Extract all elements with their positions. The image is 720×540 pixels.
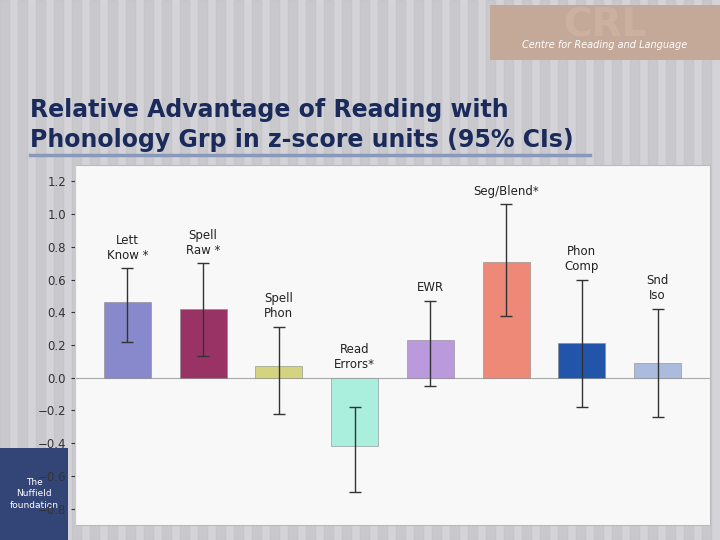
Bar (256, 366, 302, 377)
Bar (612, 0, 621, 540)
Bar (396, 0, 405, 540)
Bar (144, 0, 153, 540)
Bar (331, 377, 378, 447)
Bar (270, 0, 279, 540)
Bar (432, 0, 441, 540)
Bar (75, 165, 710, 525)
Bar (54, 0, 63, 540)
Text: Relative Advantage of Reading with: Relative Advantage of Reading with (30, 98, 508, 122)
Text: The
Nuffield
foundation: The Nuffield foundation (9, 478, 58, 510)
Bar (180, 0, 189, 540)
Bar (162, 0, 171, 540)
Bar (558, 0, 567, 540)
Bar (450, 0, 459, 540)
Bar (522, 0, 531, 540)
Bar (36, 0, 45, 540)
Bar (179, 309, 227, 377)
Text: Spell
Raw *: Spell Raw * (186, 228, 220, 256)
Bar (18, 0, 27, 540)
Bar (360, 0, 369, 540)
Bar (414, 0, 423, 540)
Bar (108, 0, 117, 540)
Bar (594, 0, 603, 540)
Text: Lett
Know *: Lett Know * (107, 233, 148, 261)
Bar (0, 0, 9, 540)
Text: Spell
Phon: Spell Phon (264, 293, 294, 320)
Bar (234, 0, 243, 540)
Bar (216, 0, 225, 540)
Bar (342, 0, 351, 540)
Text: Read
Errors*: Read Errors* (334, 343, 375, 371)
Bar (576, 0, 585, 540)
Bar (324, 0, 333, 540)
Bar (702, 0, 711, 540)
Bar (468, 0, 477, 540)
Bar (559, 343, 606, 377)
Bar (540, 0, 549, 540)
Bar (252, 0, 261, 540)
Bar (490, 5, 720, 60)
Bar (684, 0, 693, 540)
Bar (666, 0, 675, 540)
Bar (126, 0, 135, 540)
Bar (72, 0, 81, 540)
Bar (104, 302, 150, 377)
Bar (90, 0, 99, 540)
Text: CRL: CRL (563, 7, 647, 45)
Text: Phonology Grp in z-score units (95% CIs): Phonology Grp in z-score units (95% CIs) (30, 128, 574, 152)
Bar (630, 0, 639, 540)
Bar (378, 0, 387, 540)
Bar (504, 0, 513, 540)
Bar (0, 448, 68, 540)
Bar (198, 0, 207, 540)
Text: Seg/Blend*: Seg/Blend* (473, 185, 539, 198)
Bar (288, 0, 297, 540)
Bar (482, 261, 530, 377)
Text: Centre for Reading and Language: Centre for Reading and Language (523, 39, 688, 50)
Text: Snd
Iso: Snd Iso (647, 274, 669, 302)
Bar (634, 363, 681, 377)
Bar (306, 0, 315, 540)
Text: EWR: EWR (417, 281, 444, 294)
Bar (486, 0, 495, 540)
Bar (407, 340, 454, 377)
Text: Phon
Comp: Phon Comp (564, 245, 599, 273)
Bar (648, 0, 657, 540)
